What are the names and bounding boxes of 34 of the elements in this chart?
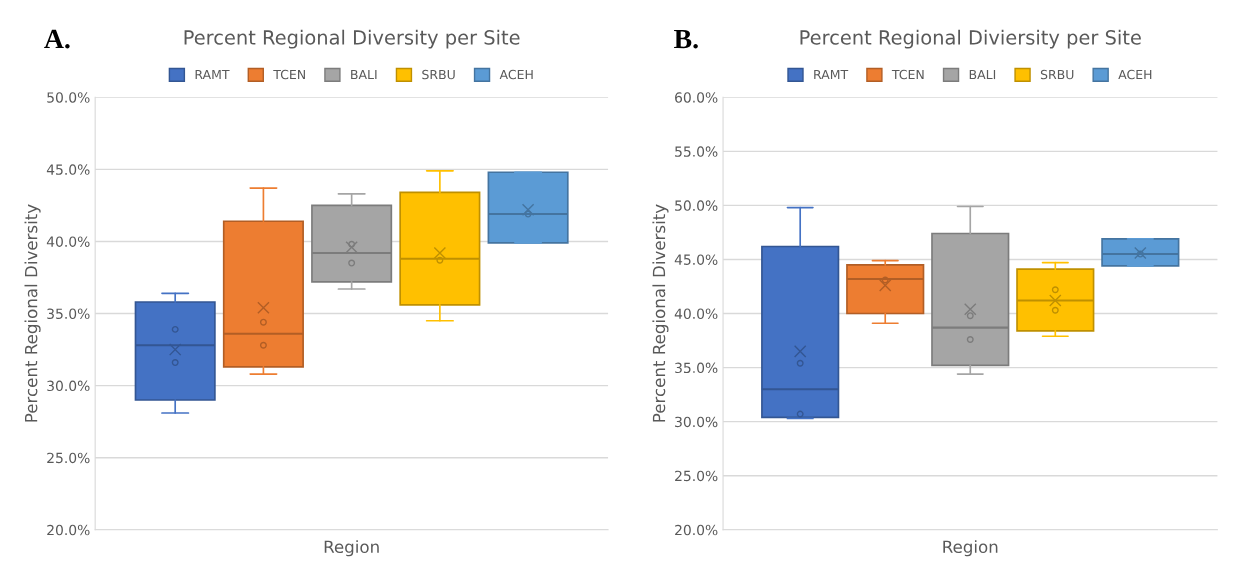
chart-title: Percent Regional Diviersity per Site (800, 29, 1141, 49)
x-axis-title: Region (324, 540, 379, 557)
legend-label: RAMT (814, 69, 849, 80)
y-tick-label: 50.0% (675, 200, 718, 211)
x-axis-title: Region (943, 540, 998, 557)
y-tick-label: 35.0% (675, 362, 718, 374)
y-tick-label: 25.0% (47, 452, 90, 464)
legend-label: SRBU (1040, 69, 1074, 80)
text: A. (44, 29, 70, 49)
legend-label: SRBU (422, 69, 455, 80)
legend-label: TCEN (273, 69, 305, 80)
legend-label: ACEH (1118, 69, 1152, 80)
y-axis-title: Percent Regional Diversity (652, 204, 669, 422)
y-tick-label: 20.0% (47, 524, 90, 536)
y-tick-label: 35.0% (47, 308, 90, 319)
y-tick-label: 40.0% (674, 308, 718, 319)
chart-title: Percent Regional Diversity per Site (184, 29, 520, 49)
legend-label: BALI (969, 69, 996, 80)
y-tick-label: 40.0% (46, 236, 90, 247)
y-tick-label: 25.0% (675, 470, 718, 482)
y-tick-label: 60.0% (675, 92, 718, 103)
legend-label: RAMT (195, 69, 230, 80)
y-tick-label: 45.0% (46, 164, 90, 175)
text: B. (674, 29, 698, 49)
y-tick-label: 55.0% (675, 146, 718, 157)
legend-label: TCEN (891, 69, 924, 80)
y-tick-label: 45.0% (674, 254, 718, 265)
y-tick-label: 30.0% (47, 380, 90, 392)
legend-label: ACEH (499, 69, 533, 80)
legend-label: BALI (351, 69, 377, 80)
y-tick-label: 30.0% (675, 416, 718, 428)
y-tick-label: 20.0% (675, 524, 718, 536)
y-axis-title: Percent Regional Diversity (24, 204, 41, 422)
y-tick-label: 50.0% (47, 92, 90, 103)
